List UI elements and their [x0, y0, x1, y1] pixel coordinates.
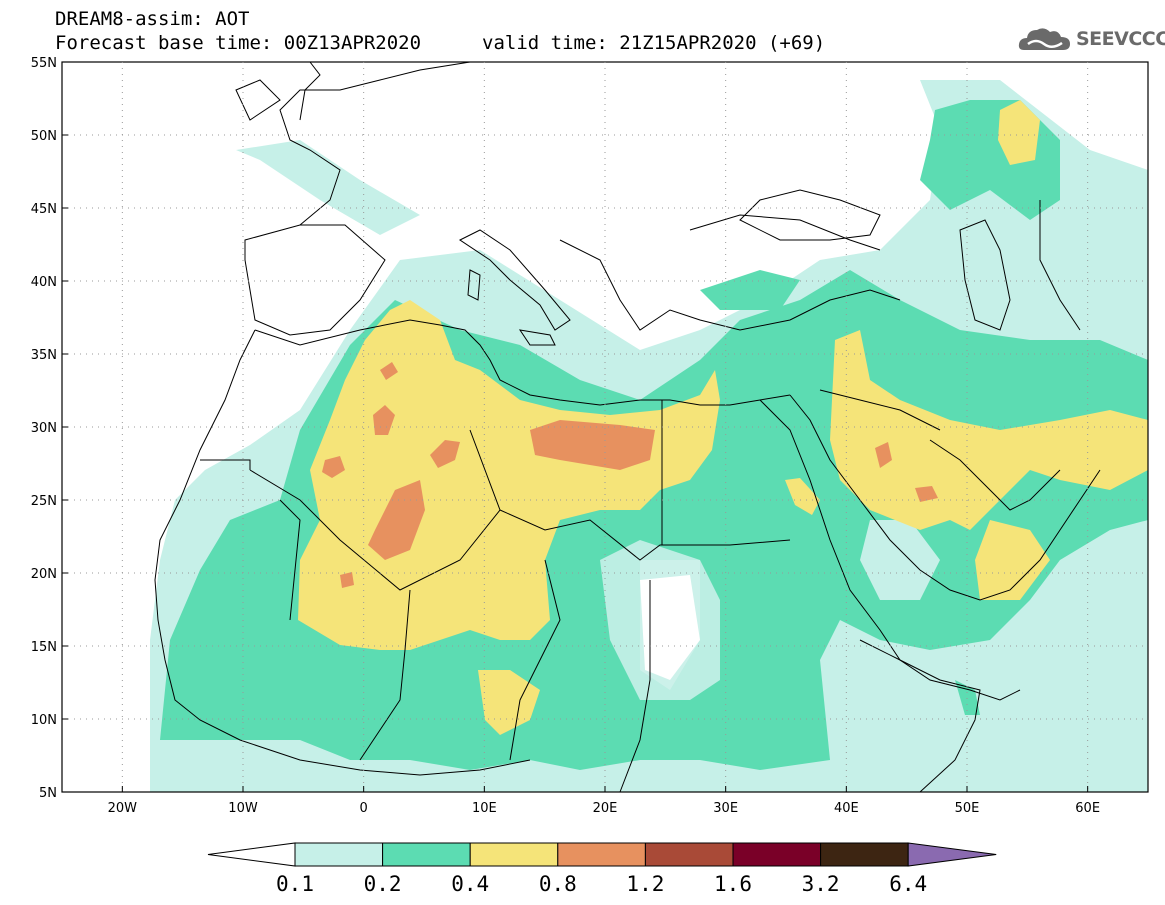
- lat-tick-label: 30N: [31, 421, 57, 436]
- forecast-base-time: Forecast base time: 00Z13APR2020: [55, 32, 422, 54]
- valid-time: valid time: 21Z15APR2020 (+69): [482, 32, 826, 54]
- lat-tick-label: 20N: [31, 567, 57, 582]
- colorbar-label: 6.4: [889, 872, 928, 896]
- lon-tick-label: 10W: [228, 801, 258, 816]
- colorbar-label: 1.2: [626, 872, 665, 896]
- colorbar-label: 0.2: [363, 872, 402, 896]
- lat-tick-label: 25N: [31, 494, 57, 509]
- colorbar-swatch: [557, 842, 646, 867]
- lon-tick-label: 20W: [108, 801, 138, 816]
- colorbar-swatch: [469, 842, 559, 867]
- colorbar-label: 0.1: [276, 872, 314, 896]
- colorbar-swatch: [820, 842, 909, 867]
- lon-tick-label: 50E: [955, 801, 980, 816]
- lat-tick-label: 40N: [31, 275, 57, 290]
- lon-tick-label: 0: [360, 801, 368, 816]
- lon-tick-label: 10E: [472, 801, 497, 816]
- lat-tick-label: 35N: [31, 348, 57, 363]
- colorbar-swatch: [644, 842, 734, 867]
- lon-tick-label: 60E: [1075, 801, 1100, 816]
- lon-tick-label: 30E: [713, 801, 738, 816]
- seevccc-logo: SEEVCCC: [1018, 24, 1165, 56]
- lat-tick-label: 5N: [39, 786, 57, 801]
- lat-tick-label: 10N: [31, 713, 57, 728]
- colorbar-label: 3.2: [801, 872, 840, 896]
- colorbar-label: 0.4: [451, 872, 490, 896]
- colorbar-swatch: [382, 842, 471, 867]
- coastlines: [154, 61, 1101, 793]
- logo-text: SEEVCCC: [1076, 28, 1165, 50]
- colorbar-label: 0.8: [538, 872, 577, 896]
- cloud-icon: [1018, 28, 1070, 50]
- aot-contour-0.8: [322, 362, 938, 588]
- colorbar-swatch: [732, 842, 822, 867]
- lat-tick-label: 50N: [31, 129, 57, 144]
- colorbar-over-triangle: [907, 842, 997, 867]
- aot-contour-0.4: [298, 300, 720, 650]
- lat-tick-label: 45N: [31, 202, 57, 217]
- colorbar-label: 1.6: [714, 872, 752, 896]
- lat-tick-label: 55N: [31, 56, 57, 71]
- axis-ticks: 55N 50N 45N 40N 35N 30N 25N 20N 15N 10N 5N 20W 10W 0 1…: [31, 56, 1100, 816]
- colorbar: [207, 842, 997, 867]
- chart-title: DREAM8-assim: AOT: [55, 8, 250, 30]
- lon-tick-label: 40E: [834, 801, 859, 816]
- colorbar-under-triangle: [207, 842, 296, 867]
- grid: [62, 62, 1148, 792]
- lon-tick-label: 20E: [593, 801, 618, 816]
- lat-tick-label: 15N: [31, 640, 57, 655]
- colorbar-swatch: [294, 842, 384, 867]
